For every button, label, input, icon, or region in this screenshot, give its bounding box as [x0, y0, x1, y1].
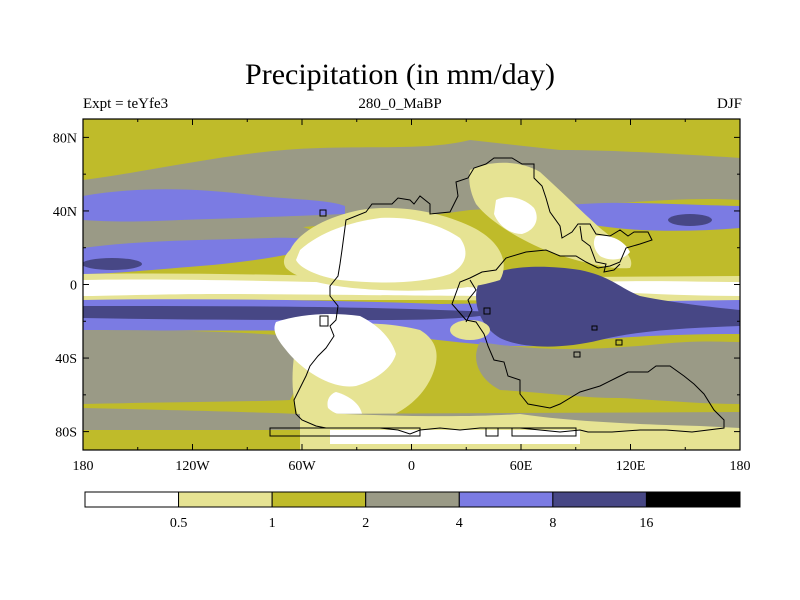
field-blue-north: [83, 189, 345, 222]
field-white-npangea: [296, 217, 466, 283]
field-white-asia: [494, 197, 537, 234]
lon-tick-label: 0: [408, 459, 415, 474]
colorbar-label: 8: [549, 516, 556, 531]
field-gray-south: [83, 330, 330, 404]
coastline-island-5: [591, 325, 598, 331]
colorbar-swatch: [84, 491, 180, 508]
colorbar-label: 2: [362, 516, 369, 531]
field-blue-ntrop: [83, 237, 330, 274]
lat-tick-label: 0: [70, 279, 77, 294]
field-white-eq: [83, 279, 480, 296]
colorbar-swatch: [552, 491, 647, 508]
age-label: 280_0_MaBP: [358, 96, 442, 112]
lon-tick-label: 60E: [510, 459, 533, 474]
precip-field: [83, 119, 740, 450]
colorbar-swatch: [178, 491, 273, 508]
coastline-island-8: [269, 427, 421, 437]
season-label: DJF: [716, 96, 742, 112]
coastline-island-6: [485, 427, 499, 437]
lon-axis: 180 120W 60W 0 60E 120E 180: [73, 119, 751, 474]
colorbar-swatch: [365, 491, 460, 508]
colorbar-label: 1: [269, 516, 276, 531]
lon-tick-label: 120E: [616, 459, 646, 474]
colorbar-label: 0.5: [170, 516, 188, 531]
coastline-sliver: [465, 279, 477, 323]
coastline-island-2: [483, 307, 491, 315]
field-white-antarctic: [330, 430, 580, 444]
coastline-island-4: [615, 339, 623, 346]
lat-tick-label: 40N: [53, 205, 77, 220]
field-gray-south-east: [476, 341, 740, 404]
field-lightyellow-cell: [450, 320, 490, 340]
lon-tick-label: 180: [73, 459, 94, 474]
lon-tick-label: 60W: [288, 459, 316, 474]
field-white-cell: [510, 430, 530, 438]
coastline-island-7: [511, 427, 577, 437]
coastline-island-9: [319, 315, 329, 327]
field-darkblue-strop: [83, 306, 500, 320]
field-white-sgond-2: [327, 392, 362, 416]
coastline-island-3: [573, 351, 581, 358]
lat-tick-label: 80S: [55, 426, 77, 441]
field-lightyellow-asia: [469, 162, 632, 269]
field-white-sgond: [274, 314, 396, 387]
colorbar-swatch: [645, 491, 741, 508]
field-darkblue-npac: [668, 214, 712, 226]
colorbar-swatch: [271, 491, 367, 508]
coastline-ne-outline: [579, 225, 621, 273]
lat-tick-label: 80N: [53, 131, 77, 146]
field-white-eq-east: [600, 281, 740, 296]
colorbar-label: 16: [639, 516, 653, 531]
coastlines: [269, 157, 725, 437]
colorbar-swatch: [458, 491, 554, 508]
field-darkblue-ntrop: [83, 258, 142, 270]
colorbar: 0.5 1 2 4 8 16: [84, 491, 741, 531]
figure-title: Precipitation (in mm/day): [245, 58, 555, 91]
field-white-asia-2: [593, 235, 630, 260]
field-darkblue-indian: [476, 266, 740, 347]
field-olive-sw: [83, 430, 300, 450]
colorbar-label: 4: [456, 516, 463, 531]
experiment-label: Expt = teYfe3: [83, 96, 169, 112]
lon-tick-label: 120W: [175, 459, 210, 474]
coastline-island-1: [319, 209, 327, 217]
lat-tick-label: 40S: [55, 352, 77, 367]
lon-tick-label: 180: [730, 459, 751, 474]
lat-axis: 80N 40N 0 40S 80S: [53, 131, 740, 441]
